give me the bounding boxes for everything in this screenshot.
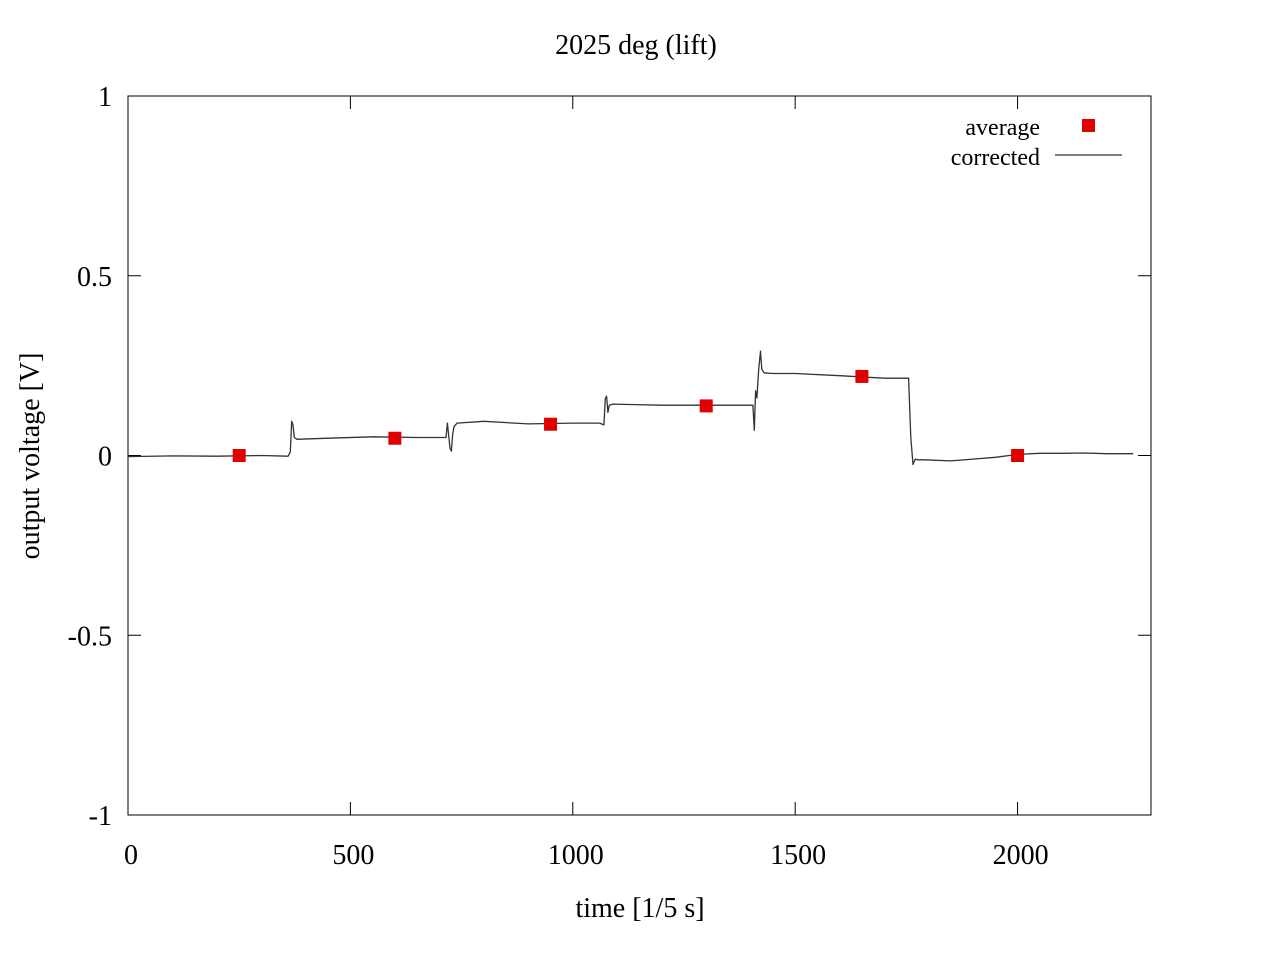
axis-ticks xyxy=(127,95,1151,816)
y-tick-label: 1 xyxy=(98,82,112,113)
series-average xyxy=(232,369,1025,462)
series-line-corrected xyxy=(127,350,1134,466)
y-tick-labels: -1 -0.5 0 0.5 1 xyxy=(68,82,112,832)
y-tick-label: 0.5 xyxy=(77,262,112,293)
x-tick-label: 500 xyxy=(332,840,374,871)
y-tick-label: 0 xyxy=(98,442,112,473)
series-corrected xyxy=(127,350,1134,466)
y-tick-label: -1 xyxy=(89,801,112,832)
legend-label-average: average xyxy=(965,115,1040,141)
legend-marker-average xyxy=(1082,119,1095,132)
x-axis-label: time [1/5 s] xyxy=(575,893,704,924)
chart-title: 2025 deg (lift) xyxy=(555,30,717,61)
legend-label-corrected: corrected xyxy=(951,145,1040,171)
data-point-average xyxy=(544,417,558,431)
data-point-average xyxy=(232,449,246,462)
data-point-average xyxy=(699,399,713,413)
x-tick-label: 0 xyxy=(124,840,138,871)
plot-area xyxy=(127,95,1152,816)
data-point-average xyxy=(388,431,402,445)
x-tick-label: 1000 xyxy=(548,840,604,871)
x-tick-label: 1500 xyxy=(770,840,826,871)
x-tick-label: 2000 xyxy=(993,840,1049,871)
x-tick-labels: 0 500 1000 1500 2000 xyxy=(124,840,1049,871)
y-axis-label: output voltage [V] xyxy=(15,353,46,560)
data-point-average xyxy=(1011,449,1025,462)
data-point-average xyxy=(855,369,869,383)
y-tick-label: -0.5 xyxy=(68,621,112,652)
legend: average corrected xyxy=(951,115,1122,171)
